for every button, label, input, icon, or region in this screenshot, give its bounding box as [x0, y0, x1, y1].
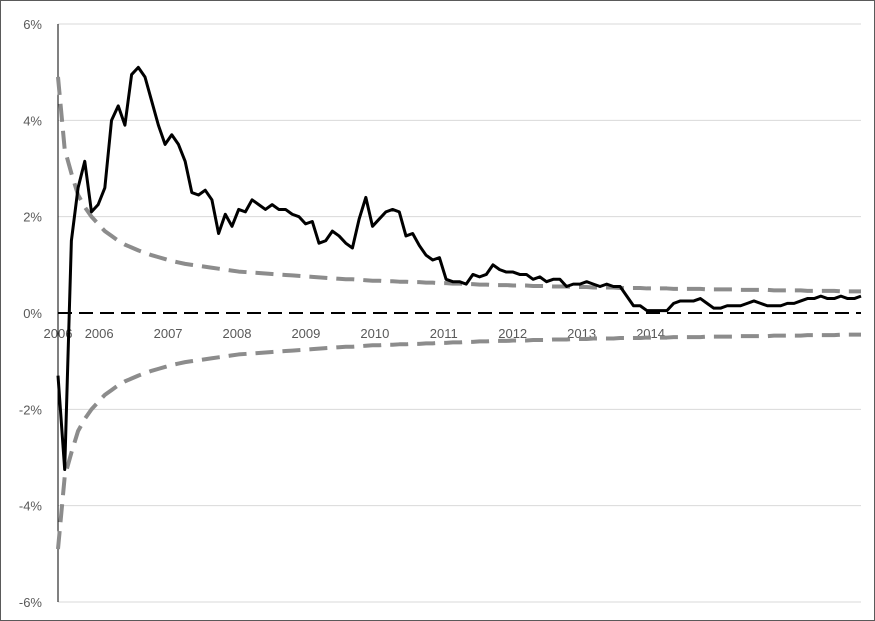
lower-band-line [56, 332, 861, 550]
y-tick-label: 0% [23, 306, 42, 321]
x-tick-label: 2006 [44, 326, 73, 341]
x-tick-label: 2011 [430, 326, 458, 341]
upper-band-line [56, 76, 861, 294]
y-tick-label: -2% [19, 402, 43, 417]
x-tick-label: 2007 [154, 326, 183, 341]
y-tick-label: 6% [23, 17, 42, 32]
y-tick-label: 2% [23, 210, 42, 225]
confidence-bands [56, 76, 861, 550]
x-tick-label: 2006 [85, 326, 114, 341]
gridlines [58, 23, 861, 603]
series-lines [56, 65, 862, 472]
y-tick-label: 4% [23, 113, 42, 128]
x-tick-labels: 2006 2006 2007 2008 2009 2010 2011 2012 2013 2014 [44, 326, 665, 341]
series-line [56, 65, 862, 472]
x-tick-label: 2009 [291, 326, 320, 341]
y-tick-label: -4% [19, 499, 43, 514]
y-tick-labels: 6% 4% 2% 0% -2% -4% -6% [19, 17, 43, 610]
x-tick-label: 2008 [223, 326, 252, 341]
y-tick-label: -6% [19, 595, 43, 610]
x-tick-label: 2010 [360, 326, 389, 341]
x-tick-label: 2012 [498, 326, 527, 341]
